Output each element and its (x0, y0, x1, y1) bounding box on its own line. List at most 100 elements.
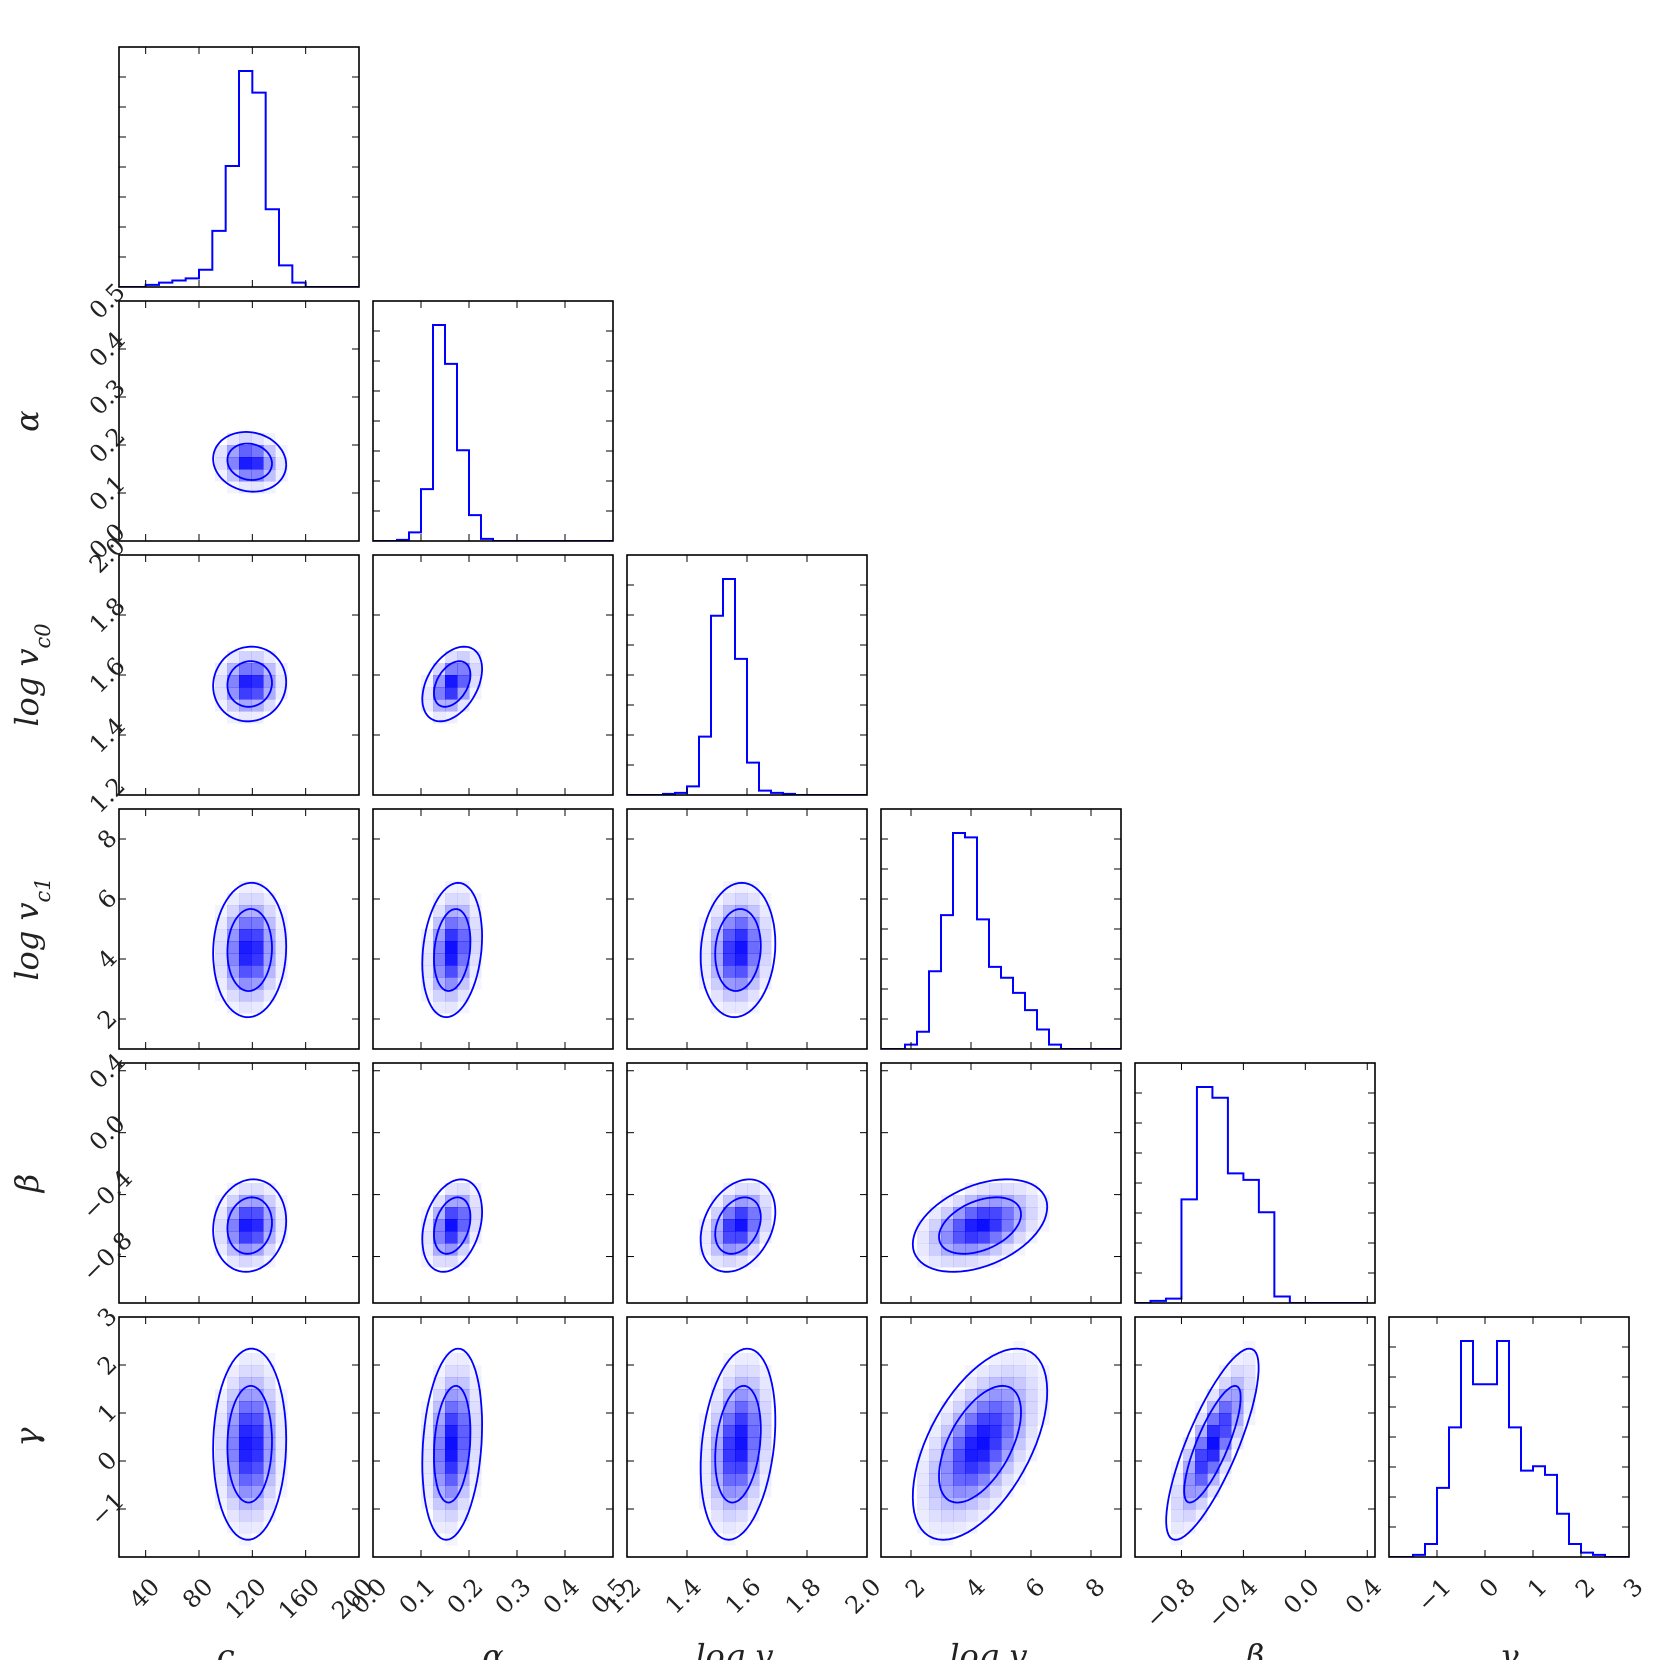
density-bin (699, 1425, 712, 1438)
density-bin (227, 1521, 240, 1534)
density-bin (977, 1413, 990, 1426)
x-tick-label: −0.8 (1140, 1573, 1201, 1634)
histogram-line (1135, 1086, 1368, 1303)
density-bin (929, 1521, 942, 1534)
density-bin (711, 1449, 724, 1462)
density-bin (1001, 1485, 1014, 1498)
y-tick-label: 8 (92, 824, 123, 855)
density-bin (275, 929, 288, 942)
y-tick-label: 0.0 (84, 1110, 131, 1157)
panel-frame (118, 300, 360, 542)
contour-1-sigma (226, 1385, 273, 1504)
density-bin (215, 953, 228, 966)
density-bin (723, 1255, 736, 1268)
density-bin (929, 1497, 942, 1510)
density-bin (953, 1389, 966, 1402)
density-bin (941, 1207, 954, 1220)
density-bin (433, 687, 446, 700)
density-bin (747, 1449, 760, 1462)
contour-1-sigma (714, 908, 762, 992)
density-bin (747, 989, 760, 1002)
density-bin (457, 1401, 470, 1414)
density-bin (239, 1365, 252, 1378)
density-bin (445, 1413, 458, 1426)
density-bin (759, 1207, 772, 1220)
density-bin (965, 1183, 978, 1196)
histogram-panel-alpha (372, 300, 614, 542)
density-bin (457, 1437, 470, 1450)
density-bin (747, 1401, 760, 1414)
density-bin (239, 651, 252, 664)
density-bin (263, 675, 276, 688)
density-bin (1013, 1341, 1026, 1354)
density-bin (469, 1207, 482, 1220)
density-bin (227, 1437, 240, 1450)
density-bin (759, 1413, 772, 1426)
density-bin (759, 1377, 772, 1390)
density-bin (1025, 1401, 1038, 1414)
density-bin (759, 1195, 772, 1208)
density-bin (1219, 1365, 1232, 1378)
density-bin (251, 433, 264, 446)
density-bin (723, 989, 736, 1002)
density-bin (1207, 1461, 1220, 1474)
density-bin (1183, 1509, 1196, 1522)
density-bin (239, 929, 252, 942)
panel-frame (880, 1062, 1122, 1304)
contour-1-sigma (226, 1196, 273, 1255)
density-bin (747, 1183, 760, 1196)
density-bin (1037, 1401, 1050, 1414)
panel-frame (1134, 1062, 1376, 1304)
density-bin (989, 1207, 1002, 1220)
y-tick-label: 2 (92, 1004, 123, 1035)
density-bin (457, 1353, 470, 1366)
density-bin (1195, 1473, 1208, 1486)
density-bin (917, 1243, 930, 1256)
density-bin (759, 1461, 772, 1474)
density-bin (421, 1473, 434, 1486)
contour-1-sigma (433, 660, 472, 708)
density-bin (1013, 1207, 1026, 1220)
density-bin (1195, 1461, 1208, 1474)
density-bin (977, 1497, 990, 1510)
density-bin (239, 675, 252, 688)
density-bin (723, 1231, 736, 1244)
density-bin (457, 1449, 470, 1462)
panel-frame (372, 300, 614, 542)
density-bin (1001, 1207, 1014, 1220)
density-bin (469, 1195, 482, 1208)
panel-frame (372, 1316, 614, 1558)
density-bin (239, 1389, 252, 1402)
density-bin (263, 1497, 276, 1510)
density-bin (711, 1001, 724, 1014)
density-bin (457, 977, 470, 990)
density-bin (953, 1231, 966, 1244)
density-bin (965, 1255, 978, 1268)
density-bin (953, 1509, 966, 1522)
density-bin (239, 1183, 252, 1196)
histogram-line (881, 832, 1121, 1049)
x-tick-label: 4 (960, 1573, 991, 1604)
density-bin (711, 953, 724, 966)
density-bin (1013, 1449, 1026, 1462)
density-bin (251, 1353, 264, 1366)
density-bin (239, 663, 252, 676)
density-bin (759, 965, 772, 978)
density-bin (1243, 1389, 1256, 1402)
density-bin (445, 1437, 458, 1450)
contour-1-sigma (1183, 1384, 1242, 1504)
density-bin (263, 1195, 276, 1208)
density-bin (711, 1461, 724, 1474)
density-bin (251, 1509, 264, 1522)
density-bin (735, 1207, 748, 1220)
density-bin (433, 1497, 446, 1510)
density-bin (735, 1509, 748, 1522)
density-bin (421, 1231, 434, 1244)
density-bin (215, 1461, 228, 1474)
density-bin (263, 1449, 276, 1462)
density-bin (735, 941, 748, 954)
panel-frame (372, 1062, 614, 1304)
density-bin (989, 1183, 1002, 1196)
density-bin (989, 1401, 1002, 1414)
density-bin (263, 1219, 276, 1232)
